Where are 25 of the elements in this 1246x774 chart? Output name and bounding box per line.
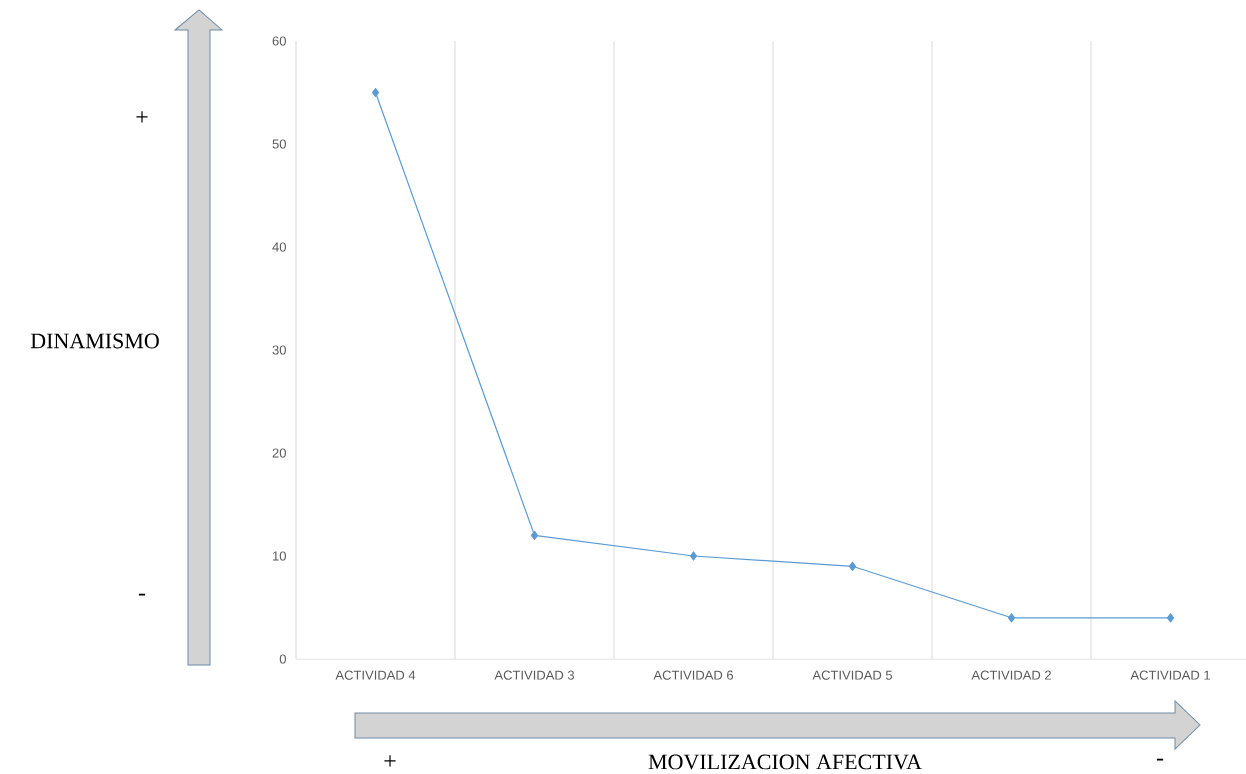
y-tick-label: 40 (272, 242, 286, 252)
y-tick-label: 30 (272, 345, 286, 355)
x-tick-label: ACTIVIDAD 6 (653, 670, 734, 680)
x-tick-label: ACTIVIDAD 1 (1130, 670, 1210, 680)
point (371, 87, 380, 98)
y-tick-label: 20 (272, 448, 286, 458)
text: - (138, 593, 146, 596)
text: + (384, 755, 396, 767)
x-tick-label: ACTIVIDAD 4 (335, 670, 416, 680)
point (689, 551, 698, 561)
y-tick-label: 60 (272, 36, 286, 46)
y-tick-label: 50 (272, 139, 286, 149)
x-tick-label: ACTIVIDAD 5 (812, 670, 893, 680)
point (1007, 613, 1016, 623)
point (530, 530, 539, 540)
text: + (136, 111, 148, 123)
y-tick-label: 0 (279, 654, 286, 664)
point (848, 561, 857, 571)
text: DINAMISMO (30, 333, 159, 349)
point (1166, 613, 1175, 623)
x-tick-label: ACTIVIDAD 2 (971, 670, 1051, 680)
y-tick-label: 10 (273, 551, 286, 561)
x-tick-label: ACTIVIDAD 3 (494, 670, 575, 680)
text: - (1156, 758, 1164, 761)
x-axis-title: MOVILIZACION AFECTIVA (648, 754, 922, 770)
